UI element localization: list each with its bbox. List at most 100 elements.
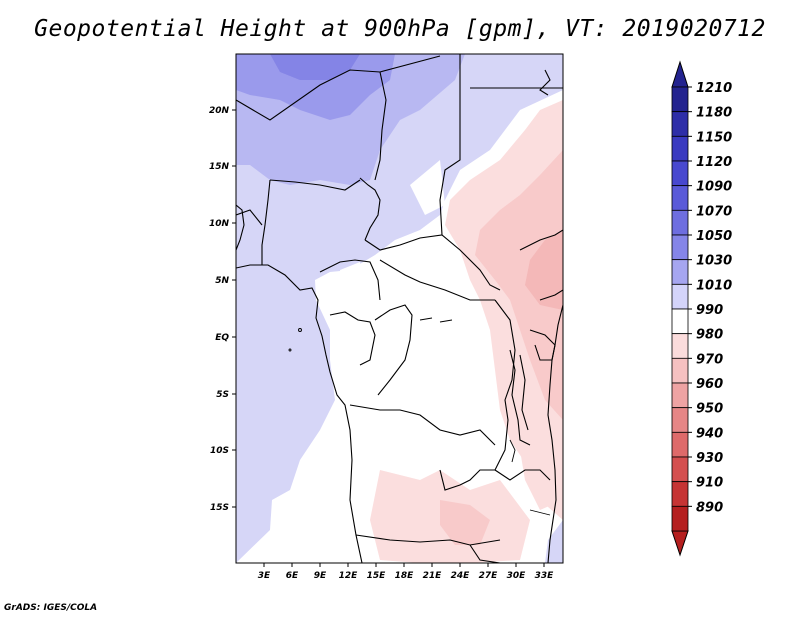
y-tick-label: 10S	[210, 446, 229, 456]
border-south-a	[469, 544, 501, 563]
y-tick-label: 15N	[209, 162, 230, 172]
colorbar-segment	[671, 481, 689, 507]
x-tick-label: 15E	[367, 571, 387, 581]
colorbar-segment	[671, 456, 689, 483]
border-angola-east	[439, 469, 495, 491]
map-frame	[235, 53, 564, 564]
colorbar-segment	[671, 357, 689, 384]
colorbar-segment	[671, 111, 689, 137]
x-axis: 3E 6E 9E 12E 15E 18E 21E 24E 27E 30E 33E	[258, 563, 554, 581]
map-field	[236, 54, 563, 563]
border-chad-libya	[374, 71, 387, 181]
colorbar-label: 980	[696, 328, 723, 343]
border-nigeria-west	[261, 179, 271, 265]
border-ethiopia	[519, 229, 563, 251]
colorbar-label: 1120	[696, 155, 732, 170]
contour-1010-region	[236, 54, 563, 563]
x-tick-label: 3E	[258, 571, 271, 581]
border-sudan	[439, 54, 461, 236]
colorbar-label: 990	[696, 303, 723, 318]
colorbar-label: 1150	[696, 130, 732, 145]
lake-d	[529, 509, 551, 516]
y-tick-label: 20N	[209, 106, 230, 116]
border-east-lakes-2	[519, 354, 529, 431]
border-lake-chad-area	[359, 177, 381, 241]
border-east-lakes	[509, 349, 531, 446]
x-tick-label: 9E	[314, 571, 327, 581]
colorbar-segment	[671, 259, 689, 285]
border-red-sea	[539, 69, 551, 96]
colorbar-label: 1210	[696, 81, 732, 96]
x-tick-label: 21E	[423, 571, 443, 581]
border-gabon-congo	[329, 311, 376, 366]
y-axis: 20N 15N 10N 5N EQ 5S 10S 15S	[209, 106, 236, 513]
border-drc-east	[494, 299, 516, 471]
border-car-south	[379, 259, 495, 301]
y-tick-label: 15S	[210, 503, 229, 513]
colorbar-segment	[671, 333, 689, 359]
colorbar-segment	[671, 234, 689, 261]
border-nigeria-north	[269, 179, 361, 191]
colorbar-segment	[671, 308, 689, 335]
coastline-west-africa	[236, 264, 363, 563]
x-tick-label: 6E	[286, 571, 299, 581]
border-cameroon	[319, 259, 381, 301]
coastline-west-bulge	[236, 204, 245, 251]
colorbar-segment	[671, 283, 689, 310]
border-kenya	[539, 289, 563, 301]
colorbar-segment	[671, 185, 689, 211]
colorbar-bottom-arrow	[671, 530, 689, 557]
contour-990-patch-a	[380, 275, 420, 320]
x-tick-label: 33E	[535, 571, 555, 581]
colorbar-label: 960	[696, 377, 723, 392]
y-tick-label: 5N	[215, 276, 229, 286]
colorbar-segment	[671, 86, 689, 113]
island-a	[298, 328, 302, 332]
y-tick-label: 10N	[209, 219, 230, 229]
border-uganda	[529, 329, 556, 361]
colorbar-label: 950	[696, 402, 723, 417]
island-b	[288, 348, 292, 352]
colorbar-segment	[671, 407, 689, 433]
coastline-east-africa	[547, 304, 563, 563]
coastlines-borders	[236, 54, 563, 563]
border-angola-south	[355, 534, 501, 546]
colorbar-label: 1090	[696, 180, 732, 195]
colorbar-label: 930	[696, 451, 723, 466]
y-tick-label: 5S	[216, 390, 229, 400]
contour-1070-region	[270, 54, 360, 80]
colorbar: 1210 1180 1150 1120 1090 1070 1050 1030 1010 990 9…	[671, 60, 732, 557]
colorbar-label: 970	[696, 352, 723, 367]
border-niger-algeria	[236, 55, 441, 121]
colorbar-segment	[671, 382, 689, 409]
colorbar-segment	[671, 209, 689, 236]
colorbar-label: 1030	[696, 254, 732, 269]
colorbar-label: 910	[696, 476, 723, 491]
colorbar-label: 1010	[696, 278, 732, 293]
contour-990-patch-c	[340, 262, 365, 300]
colorbar-label: 1180	[696, 106, 732, 121]
x-tick-label: 24E	[451, 571, 471, 581]
contour-970-region	[475, 150, 563, 420]
border-west-small	[236, 209, 263, 226]
border-angola-north	[349, 404, 496, 446]
colorbar-top-arrow	[671, 60, 689, 88]
lake-a	[419, 317, 433, 321]
grads-credit: GrADS: IGES/COLA	[4, 603, 98, 613]
x-tick-label: 30E	[507, 571, 527, 581]
x-tick-label: 27E	[479, 571, 499, 581]
colorbar-segment	[671, 431, 689, 458]
x-tick-label: 18E	[395, 571, 415, 581]
lake-c	[509, 439, 516, 463]
contour-980-south-c	[520, 440, 563, 510]
colorbar-label: 890	[696, 500, 723, 515]
colorbar-label: 1070	[696, 204, 732, 219]
colorbar-segment	[671, 505, 689, 532]
contour-970-south-b	[440, 500, 490, 545]
x-tick-label: 12E	[339, 571, 359, 581]
colorbar-segment	[671, 135, 689, 162]
map-title: Geopotential Height at 900hPa [gpm], VT:…	[34, 16, 766, 42]
colorbar-segment	[671, 160, 689, 187]
colorbar-label: 1050	[696, 229, 732, 244]
